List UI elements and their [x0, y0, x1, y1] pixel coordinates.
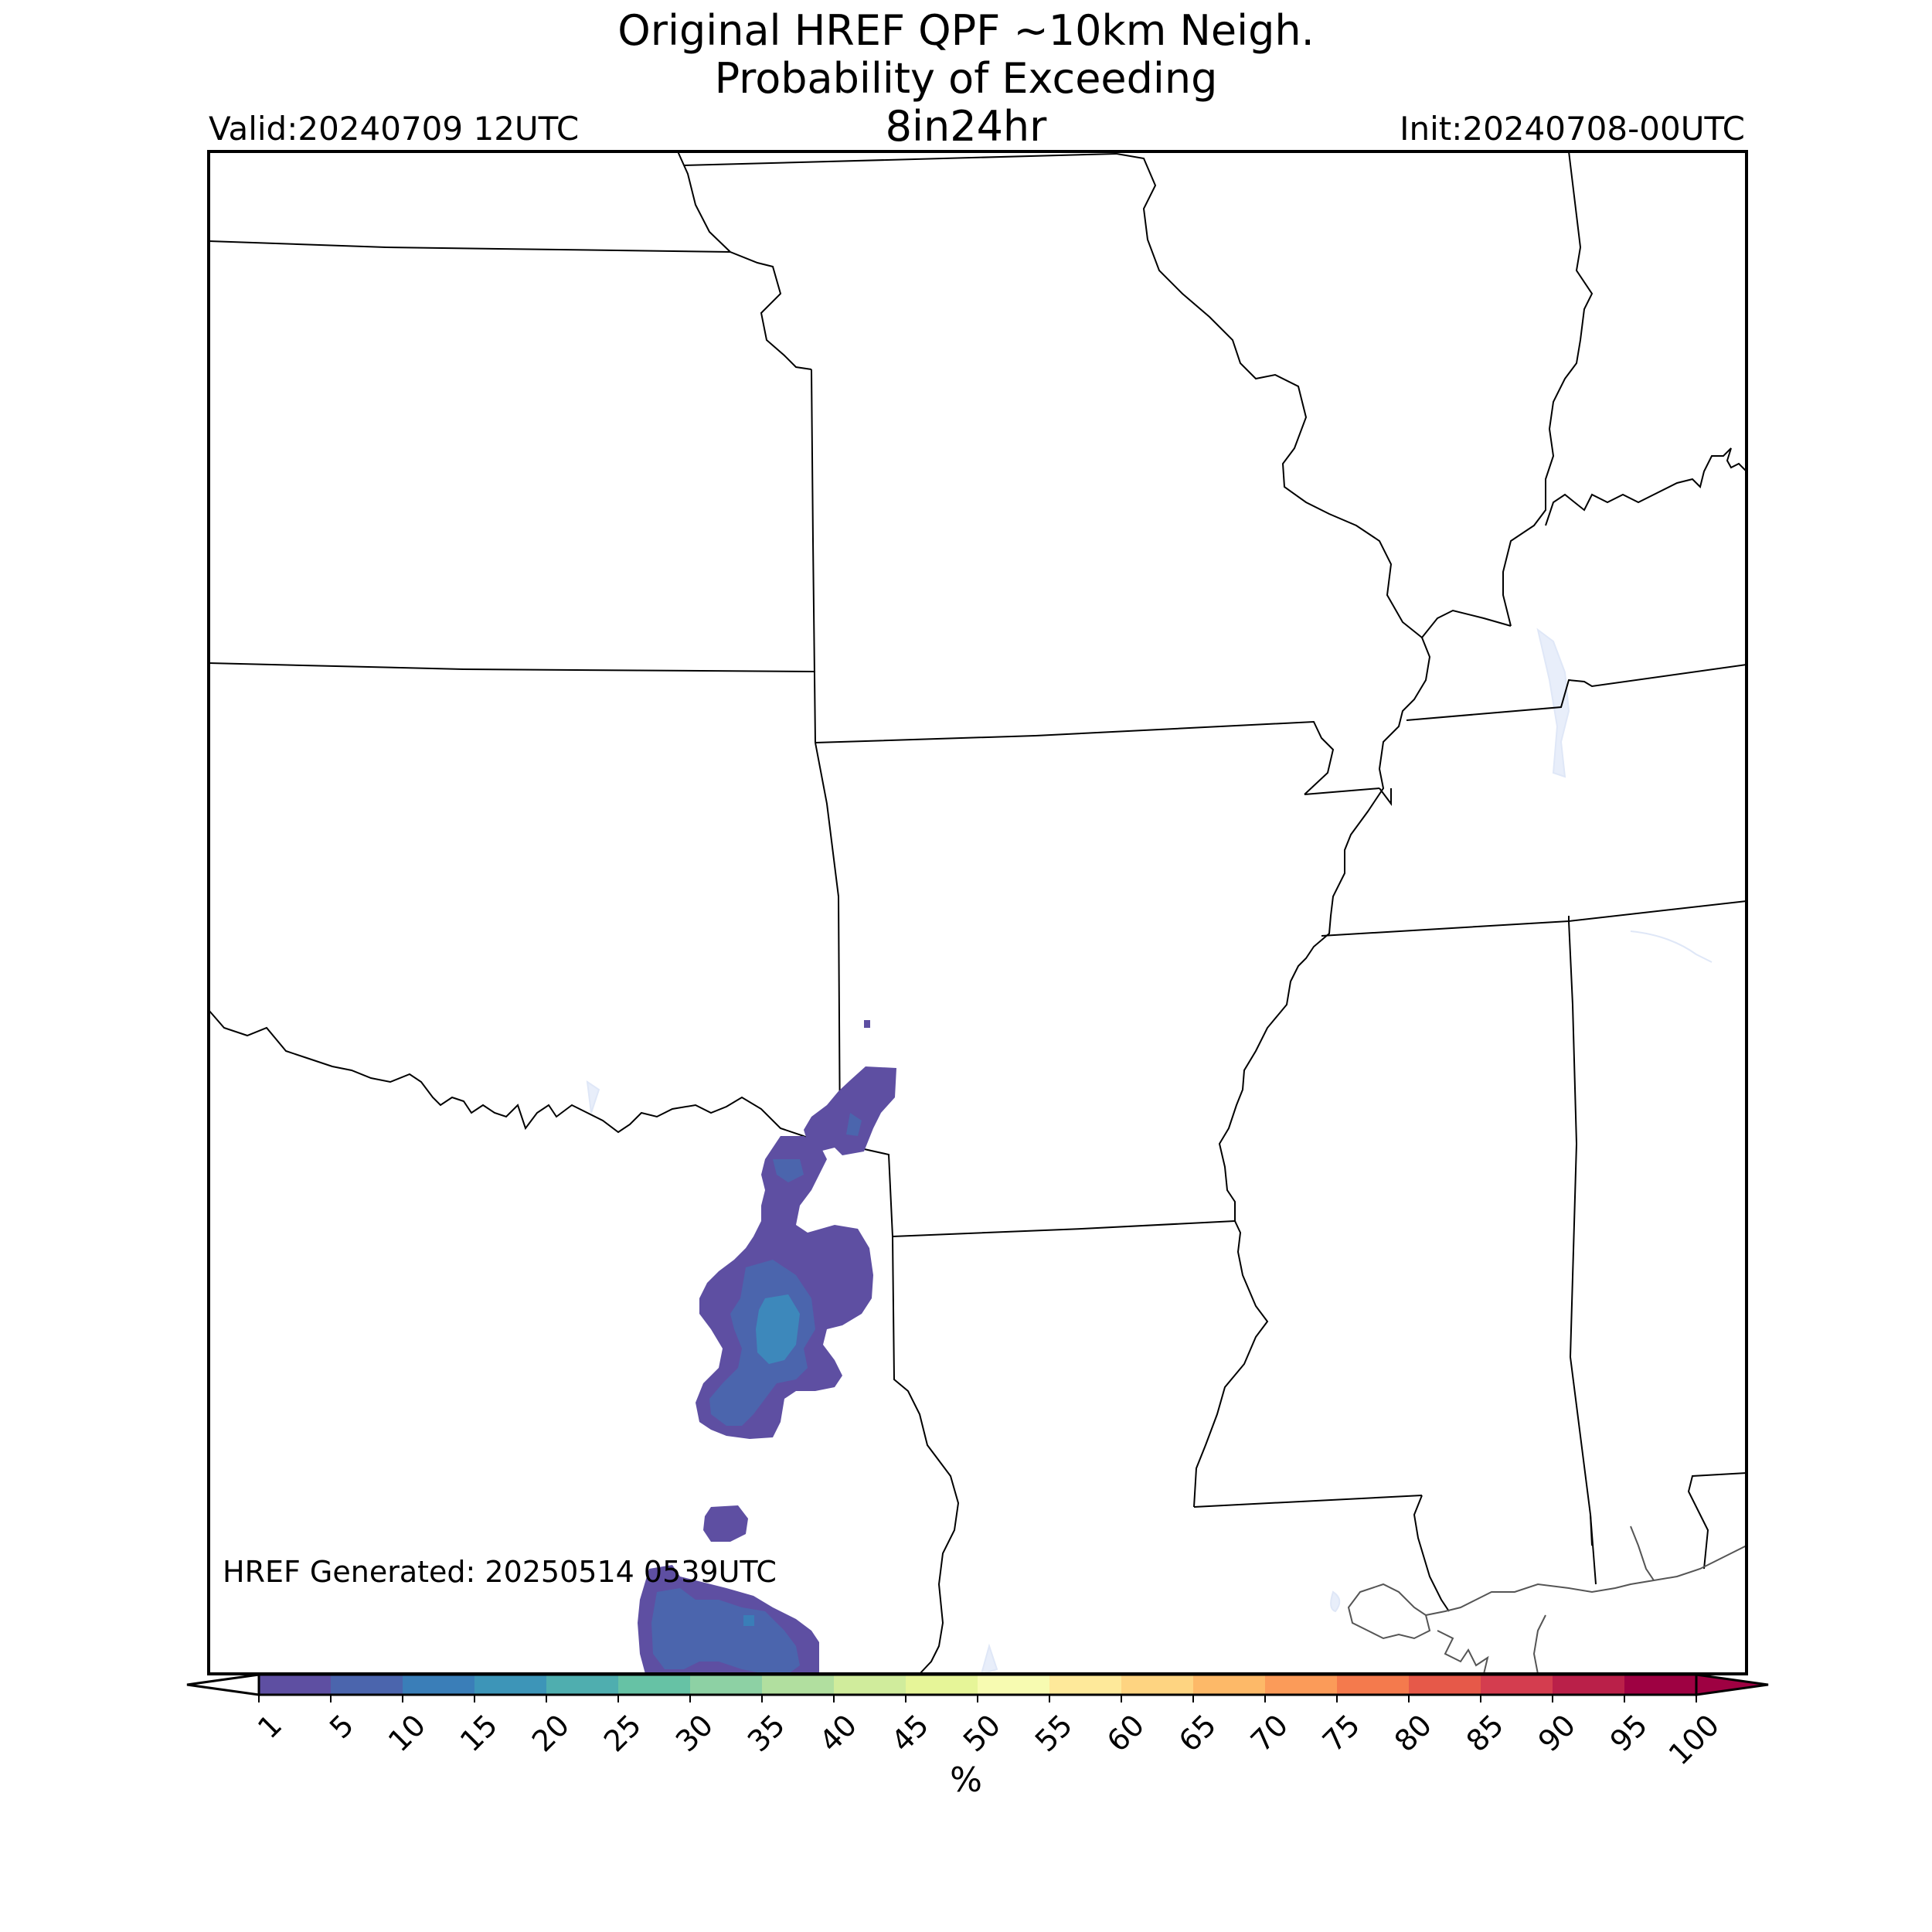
colorbar-tick-label: 65: [1172, 1708, 1223, 1758]
border-missouri-river: [677, 151, 812, 370]
colorbar-segment: [1481, 1675, 1553, 1695]
border-oklahoma-texas: [209, 1009, 840, 1145]
probability-region-10pct: [743, 1615, 754, 1626]
colorbar-tick-label: 40: [813, 1708, 863, 1758]
colorbar-segment: [1265, 1675, 1338, 1695]
lake-pontchartrain: [1347, 1583, 1431, 1640]
border-kansas-oklahoma: [209, 662, 816, 672]
colorbar-segment: [259, 1675, 332, 1695]
border-ohio-river: [1545, 447, 1747, 526]
colorbar-segment: [1193, 1675, 1266, 1695]
lake: [586, 1080, 600, 1114]
probability-region-10pct: [756, 1294, 800, 1364]
coast-mobile-bay: [1630, 1526, 1655, 1581]
colorbar-segment: [1409, 1675, 1481, 1695]
colorbar-segment: [978, 1675, 1050, 1695]
colorbar-tick-label: 85: [1460, 1708, 1510, 1758]
colorbar-tick-label: 70: [1244, 1708, 1294, 1758]
lake: [1330, 1590, 1341, 1613]
border-kentucky-bend: [1379, 787, 1392, 806]
colorbar-tick-label: 35: [741, 1708, 791, 1758]
colorbar: 1 5 10 15 20 25 30 35 40 45 50 55 60 65 70 75 80 85 90 95 10…: [186, 1673, 1769, 1771]
colorbar-tick-label: 25: [597, 1708, 648, 1758]
probability-region-5pct: [651, 1588, 800, 1674]
colorbar-tick-label: 55: [1029, 1708, 1079, 1758]
reservoir: [1630, 930, 1713, 963]
gulf-coastline: [1347, 1526, 1747, 1674]
colorbar-segment: [1337, 1675, 1410, 1695]
colorbar-tick-label: 80: [1388, 1708, 1438, 1758]
probability-region-5pct: [846, 1113, 862, 1136]
colorbar-segment: [1553, 1675, 1625, 1695]
colorbar-segment: [1624, 1675, 1697, 1695]
border-missouri-illinois-river: [1116, 153, 1512, 639]
colorbar-tick-label: 95: [1604, 1708, 1654, 1758]
coast-delta: [1437, 1630, 1489, 1674]
border-kansas-missouri: [811, 369, 816, 743]
colorbar-tick-label: 5: [323, 1708, 360, 1745]
colorbar-unit-label: %: [950, 1760, 982, 1800]
border-alabama-florida: [1687, 1472, 1747, 1570]
colorbar-tick-label: 60: [1100, 1708, 1151, 1758]
colorbar-segment: [906, 1675, 978, 1695]
border-bootheel: [1304, 787, 1380, 795]
colorbar-tick-label: 90: [1532, 1708, 1582, 1758]
colorbar-segment: [331, 1675, 403, 1695]
border-missouri-arkansas: [815, 720, 1335, 795]
colorbar-tick-label: 20: [526, 1708, 576, 1758]
colorbar-tick-label: 10: [382, 1708, 432, 1758]
border-iowa-missouri: [683, 153, 1117, 166]
colorbar-under-arrow: [186, 1673, 260, 1696]
border-mississippi-river: [1193, 637, 1431, 1508]
probability-regions: [638, 1020, 896, 1674]
border-illinois-indiana: [1502, 151, 1594, 627]
colorbar-segment: [690, 1675, 763, 1695]
colorbar-segment: [762, 1675, 835, 1695]
lake: [980, 1643, 998, 1674]
map-area: [209, 151, 1747, 1674]
map-background: [209, 151, 1747, 1674]
colorbar-segment: [546, 1675, 619, 1695]
colorbar-tick-label: 45: [885, 1708, 935, 1758]
border-louisiana-mississippi-31st: [1193, 1495, 1423, 1508]
border-oklahoma-arkansas: [815, 742, 841, 1145]
colorbar-tick-label: 15: [454, 1708, 504, 1758]
valid-time-label: Valid:20240709 12UTC: [209, 110, 580, 148]
colorbar-tick-label: 30: [669, 1708, 719, 1758]
probability-region-5pct: [773, 1159, 804, 1182]
map-title-line3: 8in24hr: [885, 102, 1047, 151]
colorbar-segment: [403, 1675, 475, 1695]
border-arkansas-louisiana: [892, 1220, 1236, 1237]
init-time-label: Init:20240708-00UTC: [1400, 110, 1745, 148]
colorbar-segment: [1049, 1675, 1122, 1695]
border-kentucky-tennessee: [1406, 664, 1747, 721]
border-texas-louisiana: [892, 1236, 960, 1674]
probability-region-1pct: [804, 1066, 896, 1155]
water-bodies: [586, 628, 1713, 1674]
colorbar-segment: [618, 1675, 691, 1695]
colorbar-segment: [834, 1675, 906, 1695]
coast-chandeleur: [1532, 1614, 1546, 1674]
coast-mississippi-alabama: [1425, 1545, 1747, 1616]
probability-region-1pct: [703, 1505, 748, 1542]
colorbar-tick-label: 50: [957, 1708, 1007, 1758]
colorbar-over-arrow: [1695, 1673, 1769, 1696]
map-title-line1: Original HREF QPF ~10km Neigh.: [617, 6, 1315, 55]
colorbar-tick-label: 75: [1316, 1708, 1366, 1758]
border-nebraska-kansas: [209, 240, 731, 253]
map-title-line2: Probability of Exceeding: [714, 54, 1218, 103]
colorbar-segment: [474, 1675, 547, 1695]
state-boundaries: [209, 151, 1747, 1674]
border-pearl-river: [1413, 1495, 1450, 1612]
kentucky-lake: [1536, 628, 1570, 778]
generated-timestamp: HREF Generated: 20250514 0539UTC: [223, 1555, 777, 1589]
colorbar-tick-label: 1: [251, 1708, 288, 1745]
border-alabama-tail: [1590, 1514, 1593, 1546]
colorbar-segment: [1121, 1675, 1194, 1695]
probability-speck: [864, 1020, 870, 1028]
